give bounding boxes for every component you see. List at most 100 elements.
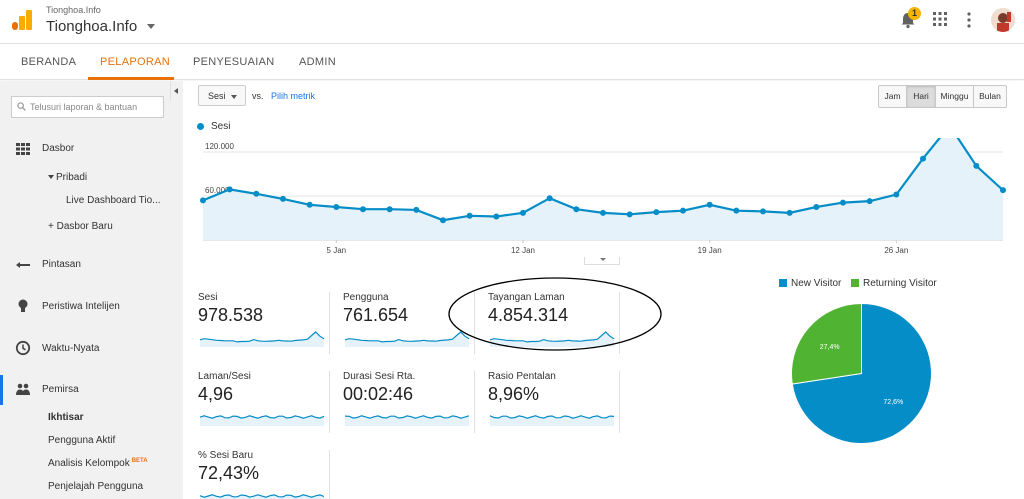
analisis-kelompok-label: Analisis Kelompok: [48, 458, 130, 469]
sidebar-item-new-dashboard[interactable]: + Dasbor Baru: [48, 221, 113, 232]
sesi-data-point: [866, 198, 873, 205]
sesi-area-fill: [203, 138, 1003, 240]
sidebar-item-peristiwa-intelijen[interactable]: Peristiwa Intelijen: [42, 301, 120, 312]
avatar-image-icon: [991, 8, 1015, 32]
user-avatar[interactable]: [991, 8, 1015, 32]
sesi-data-point: [466, 212, 473, 219]
sesi-data-point: [520, 209, 526, 216]
sidebar-item-pemirsa[interactable]: Pemirsa: [42, 384, 79, 395]
sesi-data-point: [600, 209, 606, 216]
scorecard-label: Durasi Sesi Rta.: [343, 371, 416, 382]
sidebar-subitem-pengguna-aktif[interactable]: Pengguna Aktif: [48, 435, 116, 446]
property-selector[interactable]: Tionghoa.Info: [46, 18, 138, 35]
tab-penyesuaian[interactable]: PENYESUAIAN: [193, 56, 275, 68]
returning-visitor-swatch: [851, 279, 859, 287]
scorecard-rasio-pentalan[interactable]: Rasio Pentalan 8,96%: [485, 371, 620, 433]
sparkline-line: [344, 415, 470, 419]
sesi-data-point: [786, 209, 793, 216]
chart-expand-toggle[interactable]: [584, 257, 620, 265]
sidebar-subitem-ikhtisar[interactable]: Ikhtisar: [48, 412, 84, 423]
chevron-down-icon[interactable]: [147, 24, 155, 29]
sparkline-area: [490, 332, 614, 347]
sparkline: [199, 494, 325, 499]
sesi-data-point: [226, 186, 233, 193]
sidebar-item-dasbor[interactable]: Dasbor: [42, 143, 75, 154]
scorecard-value: 4.854.314: [488, 305, 569, 325]
sidebar-subitem-penjelajah-pengguna[interactable]: Penjelajah Pengguna: [48, 481, 144, 492]
new-visitor-label: New Visitor: [791, 278, 842, 289]
report-search[interactable]: [11, 96, 164, 118]
more-options-icon[interactable]: [967, 12, 971, 28]
scorecard-value: 978.538: [198, 305, 264, 325]
main-nav: BERANDA PELAPORAN PENYESUAIAN ADMIN: [0, 44, 1024, 80]
sessions-line-chart: 120.000 60.000 5 Jan 12 Jan 19 Jan 26 Jan: [200, 138, 1006, 255]
period-hari-button[interactable]: Hari: [907, 86, 936, 107]
period-bulan-button[interactable]: Bulan: [979, 91, 1001, 101]
top-header: Tionghoa.Info Tionghoa.Info 1: [0, 0, 1024, 44]
sesi-data-point: [546, 195, 553, 202]
clock-icon: [15, 340, 31, 356]
sparkline: [489, 331, 615, 347]
sesi-data-point: [626, 211, 633, 218]
tab-pelaporan[interactable]: PELAPORAN: [100, 56, 170, 68]
sparkline-line: [199, 415, 325, 419]
sesi-data-point: [253, 190, 260, 197]
y-tick-label: 60.000: [205, 186, 230, 195]
pie-slice-returning-visitor: [791, 302, 862, 385]
scorecard-sesi-baru[interactable]: % Sesi Baru 72,43%: [195, 450, 330, 499]
scorecard-tayangan-laman[interactable]: Tayangan Laman 4.854.314: [485, 292, 620, 354]
pie-slice-label: 27,4%: [820, 344, 840, 351]
tab-beranda[interactable]: BERANDA: [21, 56, 77, 68]
collapse-sidebar-button[interactable]: [170, 81, 183, 101]
scorecard-value: 4,96: [198, 384, 234, 404]
grid-icon: [16, 143, 30, 155]
scorecard-label: Rasio Pentalan: [488, 371, 556, 382]
period-toggle-group: Jam Hari Minggu Bulan: [878, 85, 1007, 108]
sparkline-area: [200, 415, 324, 426]
sidebar-item-live-dashboard[interactable]: Live Dashboard Tio...: [66, 195, 161, 206]
pie-legend-returning-visitor: Returning Visitor: [851, 278, 937, 289]
sesi-data-point: [653, 209, 660, 216]
scorecard-pengguna[interactable]: Pengguna 761.654: [340, 292, 475, 354]
sesi-data-point: [733, 207, 740, 214]
pick-metric-link[interactable]: Pilih metrik: [271, 91, 316, 101]
search-input[interactable]: [30, 100, 160, 114]
scorecard-label: Pengguna: [343, 292, 389, 303]
period-minggu-button[interactable]: Minggu: [936, 86, 974, 107]
account-label: Tionghoa.Info: [46, 5, 101, 15]
active-tab-indicator: [88, 77, 174, 80]
metric-select[interactable]: Sesi: [198, 85, 246, 106]
analytics-logo-icon[interactable]: [11, 9, 33, 31]
sparkline-line: [199, 494, 325, 498]
sparkline: [489, 415, 615, 426]
sidebar-item-pintasan[interactable]: Pintasan: [42, 259, 81, 270]
period-jam-button[interactable]: Jam: [879, 86, 907, 107]
sidebar-item-waktu-nyata[interactable]: Waktu-Nyata: [42, 343, 100, 354]
sparkline-line: [199, 331, 325, 343]
x-tick-label: 19 Jan: [698, 246, 722, 255]
scorecard-sesi[interactable]: Sesi 978.538: [195, 292, 330, 354]
pie-legend-new-visitor: New Visitor: [779, 278, 841, 289]
caret-down-icon[interactable]: [48, 175, 54, 180]
sesi-data-point: [493, 213, 500, 220]
sesi-data-point: [413, 206, 420, 213]
sesi-data-point: [973, 162, 980, 169]
sesi-data-point: [333, 204, 340, 210]
sidebar-item-pribadi[interactable]: Pribadi: [56, 172, 88, 183]
sparkline-line: [489, 331, 615, 343]
scorecard-laman-per-sesi[interactable]: Laman/Sesi 4,96: [195, 371, 330, 433]
scorecard-label: % Sesi Baru: [198, 450, 254, 461]
scorecard-label: Sesi: [198, 292, 218, 303]
sesi-data-point: [813, 204, 820, 210]
scorecard-durasi-sesi[interactable]: Durasi Sesi Rta. 00:02:46: [340, 371, 475, 433]
sparkline-area: [345, 415, 469, 426]
sesi-data-point: [200, 197, 206, 204]
tab-admin[interactable]: ADMIN: [299, 56, 336, 68]
sesi-data-point: [573, 206, 580, 213]
apps-grid-icon[interactable]: [933, 12, 947, 26]
sesi-data-point: [386, 206, 393, 213]
sesi-data-point: [280, 195, 286, 202]
sesi-data-point: [440, 217, 446, 224]
sparkline-area: [490, 415, 614, 426]
sidebar-subitem-analisis-kelompok[interactable]: Analisis Kelompok BETA: [48, 458, 148, 469]
